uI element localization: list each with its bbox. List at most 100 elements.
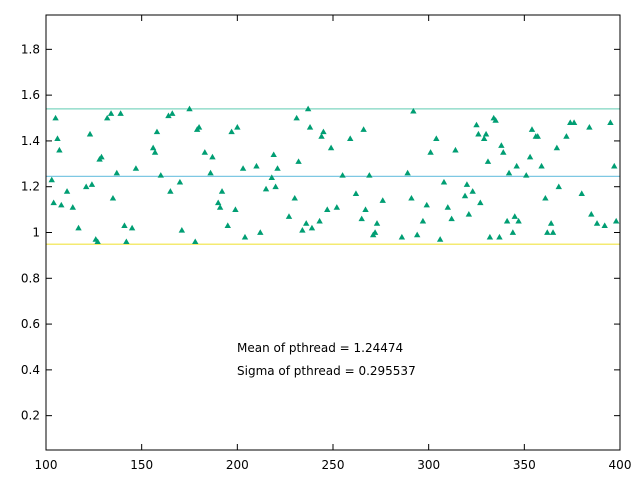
data-point-134 [578, 190, 585, 196]
plot-background [46, 15, 620, 450]
data-point-140 [611, 162, 618, 169]
data-point-92 [436, 236, 444, 242]
data-point-58 [291, 194, 298, 201]
mean-annotation: Mean of pthread = 1.24474 [237, 341, 403, 355]
data-point-118 [515, 217, 522, 224]
data-point-48 [239, 165, 247, 171]
data-point-80 [371, 229, 379, 235]
data-point-28 [157, 172, 164, 178]
data-point-47 [234, 123, 241, 130]
data-point-1 [50, 199, 57, 206]
data-point-107 [486, 233, 494, 240]
data-point-97 [461, 192, 469, 199]
x-tick-label-6: 400 [609, 458, 632, 472]
data-point-74 [352, 190, 360, 196]
data-point-77 [362, 206, 369, 213]
data-point-99 [465, 210, 473, 217]
data-point-94 [444, 204, 451, 210]
data-point-37 [195, 123, 203, 130]
data-point-22 [123, 238, 130, 245]
data-point-35 [192, 238, 199, 245]
data-point-51 [257, 229, 264, 235]
data-point-129 [553, 144, 561, 151]
data-point-112 [500, 149, 507, 155]
data-point-18 [109, 194, 117, 201]
data-point-125 [542, 194, 549, 201]
data-point-91 [433, 135, 440, 142]
data-point-34 [186, 105, 193, 112]
data-point-45 [228, 128, 235, 135]
data-point-7 [69, 204, 76, 210]
data-point-61 [299, 227, 306, 233]
data-point-65 [308, 224, 316, 231]
data-point-24 [132, 165, 140, 171]
data-point-66 [316, 217, 323, 224]
data-point-105 [482, 130, 490, 137]
data-point-20 [117, 110, 124, 116]
data-point-41 [215, 199, 222, 206]
data-point-9 [82, 183, 90, 190]
data-point-68 [320, 128, 327, 135]
data-point-123 [534, 133, 541, 139]
data-point-126 [544, 229, 551, 235]
x-tick-label-4: 300 [417, 458, 440, 472]
data-point-113 [503, 217, 511, 224]
data-point-60 [295, 158, 302, 164]
data-point-72 [339, 172, 346, 178]
data-point-64 [306, 123, 314, 130]
data-point-119 [523, 172, 530, 178]
data-point-10 [86, 130, 94, 137]
data-point-16 [104, 114, 111, 121]
data-point-55 [272, 183, 279, 190]
data-point-116 [511, 213, 518, 219]
data-point-5 [58, 201, 65, 208]
x-tick-label-2: 200 [226, 458, 249, 472]
data-point-11 [88, 181, 96, 187]
data-point-103 [477, 199, 484, 206]
data-point-57 [285, 213, 293, 219]
data-point-127 [547, 220, 555, 226]
data-point-95 [448, 215, 455, 222]
data-point-81 [373, 220, 381, 226]
data-point-88 [419, 217, 427, 224]
data-point-110 [496, 233, 503, 240]
data-point-98 [463, 181, 471, 187]
data-point-56 [274, 165, 281, 171]
data-point-114 [505, 169, 513, 176]
data-point-69 [324, 206, 331, 213]
data-point-40 [209, 153, 216, 160]
data-point-101 [473, 121, 480, 128]
data-point-90 [427, 149, 434, 155]
y-tick-label-4: 1 [32, 226, 40, 240]
data-point-50 [253, 162, 260, 169]
y-tick-label-6: 1.4 [21, 134, 40, 148]
data-point-141 [612, 217, 620, 224]
data-point-62 [303, 220, 310, 226]
x-tick-label-1: 150 [130, 458, 153, 472]
data-point-8 [75, 224, 82, 231]
data-point-23 [128, 224, 136, 231]
data-point-46 [232, 206, 239, 213]
data-point-85 [408, 194, 415, 201]
x-tick-label-5: 350 [513, 458, 536, 472]
data-point-27 [153, 128, 161, 135]
data-point-138 [601, 222, 608, 229]
data-point-121 [528, 126, 536, 132]
data-point-49 [241, 233, 249, 240]
data-point-3 [54, 135, 61, 142]
data-point-136 [588, 210, 595, 217]
data-point-86 [410, 107, 417, 114]
data-point-106 [484, 158, 492, 164]
data-point-38 [201, 149, 209, 155]
data-point-30 [167, 188, 174, 194]
data-point-4 [56, 146, 63, 153]
data-point-15 [98, 153, 105, 160]
data-point-19 [113, 169, 120, 176]
data-point-59 [293, 114, 300, 121]
data-point-120 [526, 153, 534, 160]
data-point-26 [151, 149, 159, 155]
data-point-137 [593, 220, 601, 226]
data-point-102 [475, 130, 482, 137]
data-point-124 [538, 162, 545, 169]
